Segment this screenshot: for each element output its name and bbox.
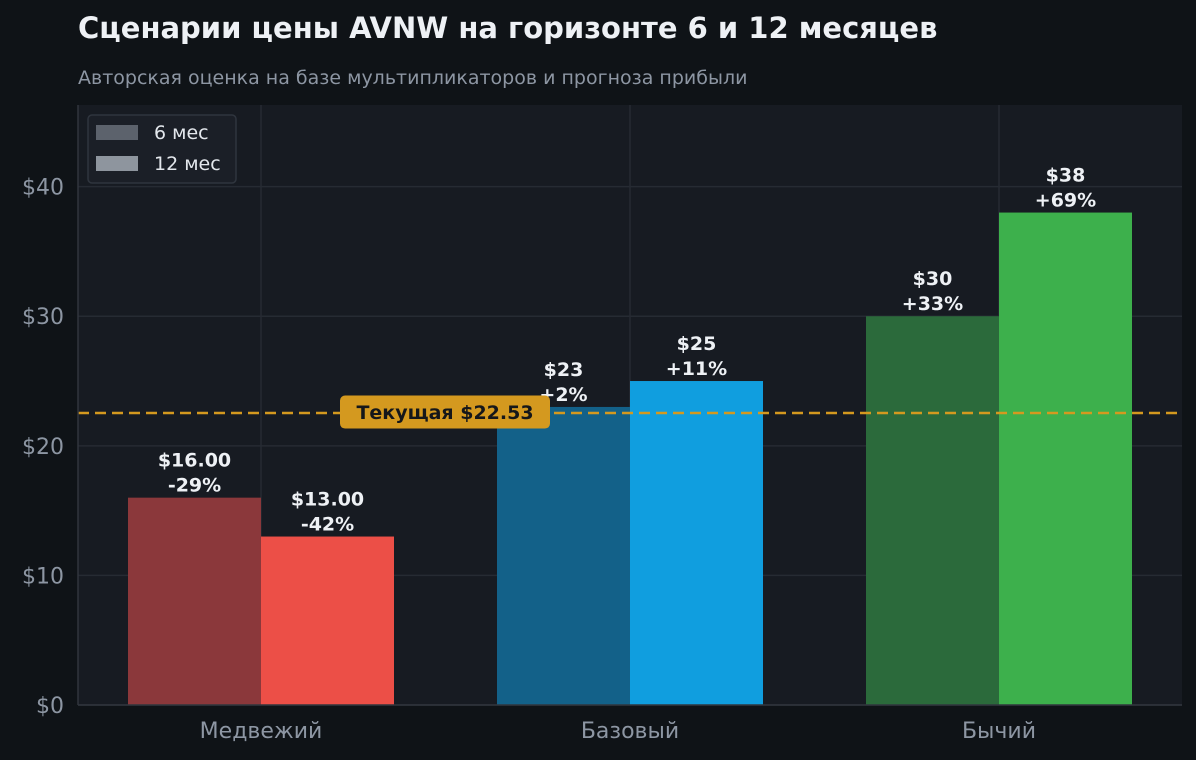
bar-value-label: $13.00 [291,489,364,511]
bar-change-label: +2% [539,384,587,406]
bar-12m [261,536,394,705]
legend: 6 мес 12 мес [87,114,237,184]
bar-6m [866,316,999,705]
legend-swatch [96,125,138,140]
bar-6m [497,406,630,705]
y-tick-label: $20 [22,435,64,460]
legend-label: 12 мес [154,153,221,175]
current-price-label: Текущая $22.53 [356,402,533,424]
bar-change-label: +11% [666,358,727,380]
bar-change-label: +69% [1035,190,1096,212]
bar-value-label: $38 [1046,165,1086,187]
bar-6m [128,497,261,705]
bar-value-label: $25 [677,333,717,355]
y-tick-label: $10 [22,564,64,589]
chart-title: Сценарии цены AVNW на горизонте 6 и 12 м… [78,11,937,45]
x-tick-label: Бычий [962,719,1036,744]
bar-change-label: +33% [902,293,963,315]
chart-subtitle: Авторская оценка на базе мультипликаторо… [78,67,747,89]
bar-value-label: $16.00 [158,450,231,472]
legend-label: 6 мес [154,122,209,144]
bar-change-label: -42% [301,514,354,536]
legend-swatch [96,156,138,171]
x-tick-label: Медвежий [200,719,323,744]
y-tick-label: $40 [22,176,64,201]
y-tick-label: $30 [22,305,64,330]
bar-value-label: $30 [913,268,953,290]
bar-change-label: -29% [168,475,221,497]
x-tick-label: Базовый [581,719,679,744]
current-price-label-box [340,395,550,429]
plot-area: $0 $10 $20 $30 $40 $16.00 -29% $23 +2% $30 +33% $13… [22,105,1182,744]
bar-12m [999,212,1132,706]
y-tick-label: $0 [36,694,64,719]
bar-12m [630,381,763,705]
bar-value-label: $23 [544,359,584,381]
